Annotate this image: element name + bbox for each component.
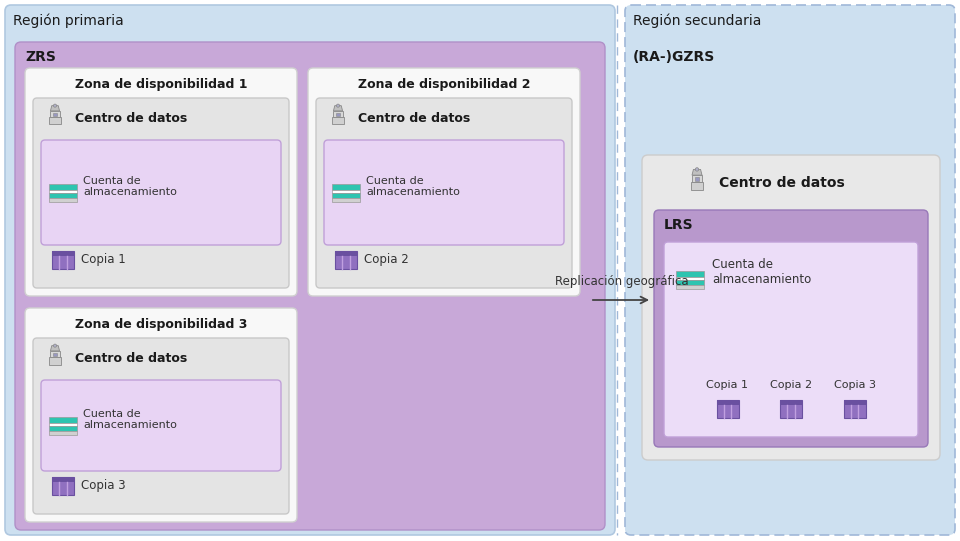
- Bar: [336, 113, 340, 116]
- Bar: [332, 183, 360, 189]
- Bar: [49, 417, 77, 423]
- Bar: [49, 426, 77, 431]
- Text: Centro de datos: Centro de datos: [75, 352, 187, 365]
- Bar: [335, 251, 357, 269]
- Polygon shape: [692, 169, 702, 175]
- Bar: [335, 251, 357, 255]
- FancyBboxPatch shape: [5, 5, 615, 535]
- Bar: [49, 197, 77, 201]
- Text: Copia 2: Copia 2: [770, 380, 812, 390]
- Text: Cuenta de
almacenamiento: Cuenta de almacenamiento: [712, 258, 811, 286]
- Text: Copia 1: Copia 1: [81, 254, 126, 267]
- Circle shape: [336, 104, 340, 107]
- Bar: [332, 189, 360, 193]
- Bar: [53, 353, 57, 356]
- Bar: [51, 111, 60, 117]
- Bar: [676, 277, 704, 280]
- Bar: [49, 431, 77, 434]
- Text: Copia 3: Copia 3: [833, 380, 876, 390]
- Bar: [716, 400, 738, 405]
- Text: Copia 2: Copia 2: [364, 254, 409, 267]
- FancyBboxPatch shape: [664, 242, 918, 437]
- Bar: [676, 271, 704, 277]
- Bar: [690, 182, 704, 190]
- Bar: [332, 197, 360, 201]
- Text: Región primaria: Región primaria: [13, 13, 124, 28]
- FancyBboxPatch shape: [654, 210, 928, 447]
- Bar: [49, 423, 77, 426]
- Bar: [676, 280, 704, 285]
- Bar: [52, 251, 74, 269]
- FancyBboxPatch shape: [308, 68, 580, 296]
- Text: Zona de disponibilidad 1: Zona de disponibilidad 1: [75, 78, 248, 91]
- Bar: [49, 183, 77, 189]
- Text: Replicación geográfica: Replicación geográfica: [555, 275, 689, 288]
- Polygon shape: [333, 105, 343, 111]
- FancyArrowPatch shape: [592, 296, 647, 304]
- Text: Zona de disponibilidad 3: Zona de disponibilidad 3: [75, 318, 247, 331]
- FancyBboxPatch shape: [33, 98, 289, 288]
- FancyBboxPatch shape: [15, 42, 605, 530]
- Bar: [695, 177, 699, 181]
- Bar: [49, 117, 60, 124]
- Text: Cuenta de
almacenamiento: Cuenta de almacenamiento: [83, 408, 177, 430]
- Text: Cuenta de
almacenamiento: Cuenta de almacenamiento: [83, 176, 177, 197]
- Bar: [780, 400, 802, 405]
- Bar: [332, 117, 344, 124]
- FancyBboxPatch shape: [25, 308, 297, 522]
- Bar: [332, 193, 360, 197]
- Bar: [844, 400, 866, 418]
- FancyBboxPatch shape: [41, 380, 281, 471]
- FancyBboxPatch shape: [625, 5, 955, 535]
- Text: Copia 3: Copia 3: [81, 479, 126, 492]
- Polygon shape: [51, 105, 60, 111]
- Bar: [692, 175, 702, 182]
- Bar: [49, 189, 77, 193]
- Bar: [53, 113, 57, 116]
- FancyBboxPatch shape: [642, 155, 940, 460]
- Text: Copia 1: Copia 1: [707, 380, 749, 390]
- Bar: [844, 400, 866, 405]
- Text: (RA-)GZRS: (RA-)GZRS: [633, 50, 715, 64]
- Bar: [49, 193, 77, 197]
- Bar: [51, 351, 60, 357]
- Bar: [333, 111, 343, 117]
- FancyBboxPatch shape: [316, 98, 572, 288]
- Text: Centro de datos: Centro de datos: [358, 111, 470, 124]
- Text: LRS: LRS: [664, 218, 694, 232]
- Bar: [52, 477, 74, 481]
- Bar: [52, 477, 74, 495]
- Bar: [52, 251, 74, 255]
- Text: Centro de datos: Centro de datos: [75, 111, 187, 124]
- Polygon shape: [51, 346, 60, 351]
- Bar: [716, 400, 738, 418]
- Text: Región secundaria: Región secundaria: [633, 13, 761, 28]
- Text: Cuenta de
almacenamiento: Cuenta de almacenamiento: [366, 176, 460, 197]
- Circle shape: [54, 104, 57, 107]
- Bar: [49, 357, 60, 365]
- Text: ZRS: ZRS: [25, 50, 56, 64]
- Text: Centro de datos: Centro de datos: [719, 176, 845, 190]
- Bar: [676, 285, 704, 289]
- FancyBboxPatch shape: [41, 140, 281, 245]
- Bar: [780, 400, 802, 418]
- FancyBboxPatch shape: [324, 140, 564, 245]
- FancyBboxPatch shape: [33, 338, 289, 514]
- FancyBboxPatch shape: [25, 68, 297, 296]
- Circle shape: [54, 344, 57, 347]
- Text: Zona de disponibilidad 2: Zona de disponibilidad 2: [358, 78, 530, 91]
- Circle shape: [695, 168, 699, 171]
